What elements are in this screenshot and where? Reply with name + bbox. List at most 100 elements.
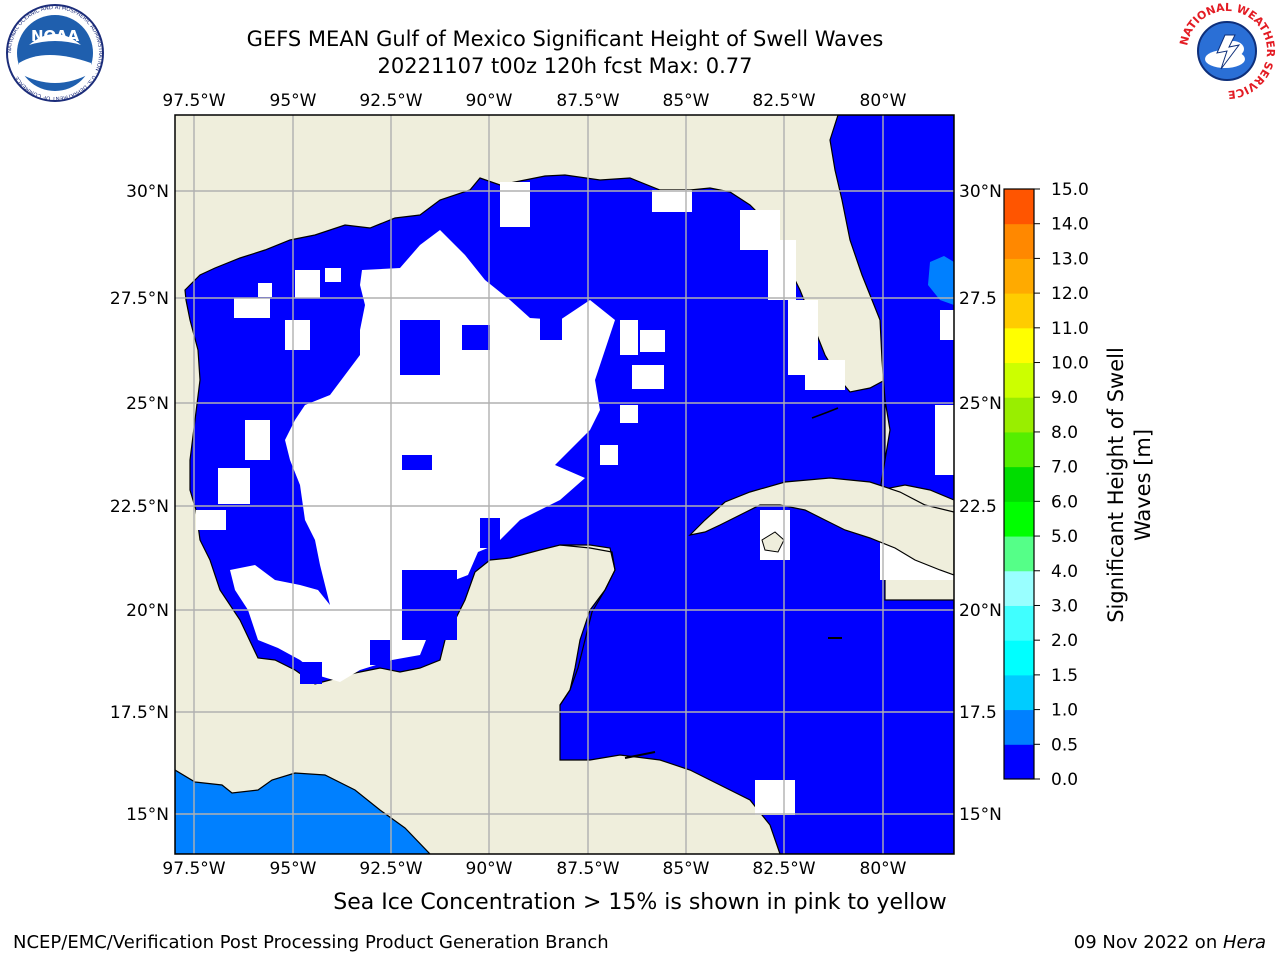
no-data-patch [196, 510, 226, 530]
no-data-patch [285, 320, 310, 350]
no-data-patch [632, 365, 664, 389]
swell-patch [480, 518, 500, 548]
lon-label-top: 90°W [466, 91, 513, 111]
colorbar-tick-label: 15.0 [1051, 180, 1089, 200]
lat-label-left: 17.5°N [110, 703, 169, 723]
no-data-patch [258, 283, 272, 297]
lon-label-bottom: 92.5°W [359, 859, 422, 879]
no-data-patch [652, 190, 692, 212]
colorbar-segment [1004, 293, 1034, 329]
lon-label-bottom: 82.5°W [752, 859, 815, 879]
lon-label-bottom: 87.5°W [556, 859, 619, 879]
colorbar-tick-label: 2.0 [1051, 631, 1078, 651]
noaa-logo-icon: NATIONAL OCEANIC AND ATMOSPHERIC ADMINIS… [6, 4, 104, 102]
colorbar-segment [1004, 640, 1034, 676]
map-frame [174, 114, 955, 855]
lat-label-right: 30°N [959, 182, 1002, 202]
swell-patch [402, 570, 457, 640]
colorbar-tick-label: 0.5 [1051, 735, 1078, 755]
colorbar-segment [1004, 258, 1034, 294]
no-data-patch [500, 182, 530, 227]
no-data-patch [755, 780, 795, 815]
no-data-patch [640, 330, 665, 352]
colorbar-segment [1004, 362, 1034, 398]
lon-label-top: 97.5°W [162, 91, 225, 111]
lat-label-left: 27.5°N [110, 289, 169, 309]
lat-label-left: 25°N [126, 394, 169, 414]
colorbar-tick-label: 3.0 [1051, 596, 1078, 616]
lon-label-bottom: 95°W [270, 859, 317, 879]
no-data-patch [234, 298, 270, 318]
bay-islands [624, 751, 656, 759]
colorbar-tick-label: 4.0 [1051, 562, 1078, 582]
lat-labels-right: 30°N 27.5 25°N 22.5 20°N 17.5 15°N [959, 182, 1002, 825]
lat-label-right: 15°N [959, 805, 1002, 825]
no-data-patch [805, 360, 845, 390]
map-title: GEFS MEAN Gulf of Mexico Significant Hei… [246, 27, 884, 51]
lon-label-bottom: 85°W [663, 859, 710, 879]
colorbar-tick-label: 10.0 [1051, 354, 1089, 374]
no-data-patch [620, 405, 638, 423]
colorbar-tick-label: 1.0 [1051, 701, 1078, 721]
swell-patch [300, 662, 322, 684]
colorbar: 0.0 0.5 1.0 1.5 2.0 3.0 4.0 5.0 6.0 7.0 8.0 9.0 10.0… [1003, 180, 1089, 790]
sea-ice-note: Sea Ice Concentration > 15% is shown in … [333, 890, 947, 915]
lon-labels-top: 97.5°W 95°W 92.5°W 90°W 87.5°W 85°W 82.5… [162, 91, 906, 111]
no-data-patch [295, 270, 320, 298]
swell-patch [402, 455, 432, 470]
colorbar-tick-label: 6.0 [1051, 492, 1078, 512]
footer-date: 09 Nov 2022 on Hera [1074, 932, 1266, 953]
colorbar-tick-label: 12.0 [1051, 284, 1089, 304]
swell-patch [370, 640, 390, 665]
colorbar-label-line2: Waves [m] [1131, 429, 1155, 541]
colorbar-tick-label: 8.0 [1051, 423, 1078, 443]
lon-label-bottom: 97.5°W [162, 859, 225, 879]
colorbar-segment [1004, 431, 1034, 468]
nws-logo-icon: NATIONAL WEATHER SERVICE [1177, 1, 1277, 101]
lat-label-right: 17.5 [959, 703, 997, 723]
lon-label-top: 95°W [270, 91, 317, 111]
no-data-patch [245, 420, 270, 460]
colorbar-tick-label: 0.0 [1051, 770, 1078, 790]
no-data-patch [620, 320, 638, 355]
swell-patch [462, 325, 490, 350]
gridlines [175, 115, 954, 854]
bahamas-swell [928, 256, 954, 305]
colorbar-segment [1004, 223, 1034, 259]
isle-of-youth [761, 531, 785, 553]
lon-labels-bottom: 97.5°W 95°W 92.5°W 90°W 87.5°W 85°W 82.5… [162, 859, 906, 879]
colorbar-segment [1004, 189, 1034, 225]
no-data-patch [325, 268, 341, 282]
lat-label-right: 27.5 [959, 289, 997, 309]
colorbar-label-line1: Significant Height of Swell [1104, 347, 1128, 623]
lon-label-top: 80°W [860, 91, 907, 111]
colorbar-tick-label: 7.0 [1051, 458, 1078, 478]
lat-label-left: 15°N [126, 805, 169, 825]
lat-label-left: 30°N [126, 182, 169, 202]
lat-labels-left: 30°N 27.5°N 25°N 22.5°N 20°N 17.5°N 15°N [110, 182, 169, 825]
lat-label-left: 22.5°N [110, 497, 169, 517]
caribbean-swell [175, 769, 431, 854]
no-data-patch [600, 445, 618, 465]
colorbar-frame [1003, 188, 1035, 780]
colorbar-segment [1004, 744, 1034, 780]
lat-label-right: 20°N [959, 601, 1002, 621]
colorbar-segment [1004, 466, 1034, 502]
lat-label-right: 25°N [959, 394, 1002, 414]
no-data-patch [768, 240, 796, 300]
lon-label-top: 85°W [663, 91, 710, 111]
footer-credit: NCEP/EMC/Verification Post Processing Pr… [13, 932, 609, 953]
colorbar-tick-label: 1.5 [1051, 666, 1078, 686]
lat-label-left: 20°N [126, 601, 169, 621]
colorbar-segment [1004, 501, 1034, 537]
colorbar-segment [1004, 605, 1034, 641]
colorbar-tick-label: 14.0 [1051, 215, 1089, 235]
colorbar-segment [1004, 536, 1034, 572]
lon-label-top: 92.5°W [359, 91, 422, 111]
lon-label-top: 87.5°W [556, 91, 619, 111]
footer-date-text: 09 Nov 2022 on [1073, 932, 1223, 953]
footer-host: Hera [1222, 932, 1266, 953]
lon-label-bottom: 90°W [466, 859, 513, 879]
swell-patch [540, 310, 562, 340]
